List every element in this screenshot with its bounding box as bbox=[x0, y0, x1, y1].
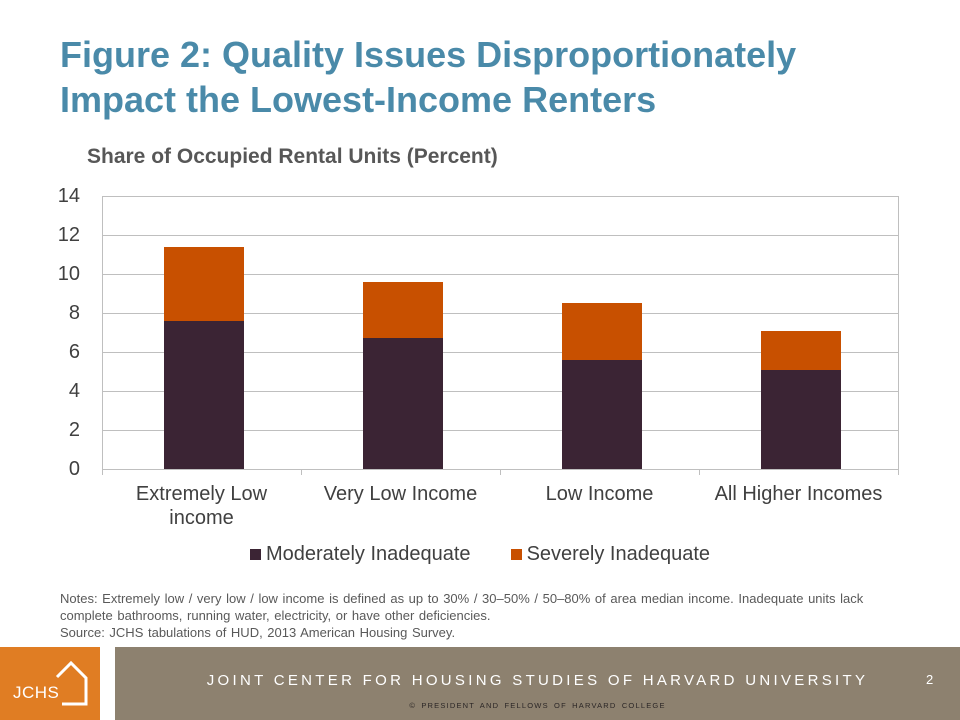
y-tick-label: 10 bbox=[57, 263, 80, 285]
gridline bbox=[102, 235, 899, 236]
y-tick-label: 4 bbox=[68, 380, 80, 402]
footer-band: JOINT CENTER FOR HOUSING STUDIES OF HARV… bbox=[115, 647, 960, 720]
gridline bbox=[102, 352, 899, 353]
x-tick-label: Low Income bbox=[545, 483, 654, 505]
source-text: Source: JCHS tabulations of HUD, 2013 Am… bbox=[60, 625, 456, 640]
x-axis-tick bbox=[898, 469, 899, 475]
plot-left-border bbox=[102, 196, 103, 469]
house-logo-icon bbox=[55, 660, 88, 706]
page-number: 2 bbox=[926, 672, 934, 687]
gridline bbox=[102, 430, 899, 431]
x-axis-tick bbox=[699, 469, 700, 475]
gridline bbox=[102, 391, 899, 392]
copyright-notice: © PRESIDENT AND FELLOWS OF HARVARD COLLE… bbox=[409, 701, 666, 710]
logo-text: JCHS bbox=[13, 683, 60, 702]
x-axis-tick bbox=[301, 469, 302, 475]
legend-label: Severely Inadequate bbox=[526, 543, 711, 565]
gridline bbox=[102, 274, 899, 275]
bar-severely-inadequate bbox=[761, 330, 841, 370]
bar-severely-inadequate bbox=[164, 246, 244, 321]
bar-moderately-inadequate bbox=[363, 338, 443, 469]
bar-moderately-inadequate bbox=[164, 320, 244, 469]
bar-severely-inadequate bbox=[363, 281, 443, 339]
legend-swatch-moderately-inadequate bbox=[249, 548, 261, 560]
bar-severely-inadequate bbox=[562, 303, 642, 360]
y-tick-label: 14 bbox=[57, 185, 80, 207]
x-tick-label: Very Low Income bbox=[323, 483, 478, 505]
x-tick-label: All Higher Incomes bbox=[714, 483, 883, 505]
y-tick-label: 6 bbox=[68, 341, 80, 363]
legend-item-severely-inadequate: Severely Inadequate bbox=[510, 542, 711, 566]
y-tick-label: 2 bbox=[68, 419, 80, 441]
y-tick-label: 0 bbox=[68, 458, 80, 480]
x-axis-tick bbox=[102, 469, 103, 475]
legend-swatch-severely-inadequate bbox=[510, 548, 522, 560]
legend-item-moderately-inadequate: Moderately Inadequate bbox=[249, 542, 471, 566]
y-tick-label: 12 bbox=[57, 224, 80, 246]
plot-right-border bbox=[898, 196, 899, 469]
jchs-logo: JCHS bbox=[0, 647, 100, 720]
legend-label: Moderately Inadequate bbox=[265, 543, 471, 565]
notes-text: Notes: Extremely low / very low / low in… bbox=[60, 591, 864, 623]
chart-legend: Moderately Inadequate Severely Inadequat… bbox=[0, 542, 960, 566]
x-tick-label: Extremely Low income bbox=[135, 483, 268, 529]
x-axis-tick bbox=[500, 469, 501, 475]
bar-moderately-inadequate bbox=[562, 359, 642, 469]
gridline bbox=[102, 196, 899, 197]
slide-title: Figure 2: Quality Issues Disproportionat… bbox=[60, 34, 797, 120]
y-tick-label: 8 bbox=[68, 302, 80, 324]
organization-name: JOINT CENTER FOR HOUSING STUDIES OF HARV… bbox=[206, 672, 869, 689]
gridline bbox=[102, 313, 899, 314]
stacked-bar-chart: 0 2 4 6 8 10 12 14 Extremely Low income Very Low … bbox=[0, 185, 960, 580]
chart-title: Share of Occupied Rental Units (Percent) bbox=[87, 145, 498, 168]
bar-moderately-inadequate bbox=[761, 369, 841, 469]
